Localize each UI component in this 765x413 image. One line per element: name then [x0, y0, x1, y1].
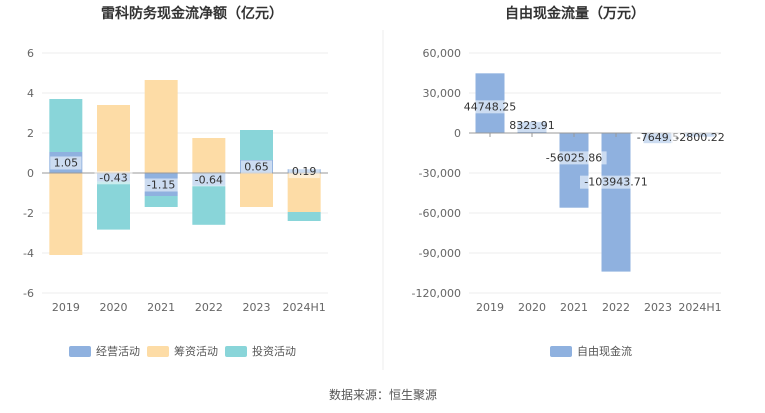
left-y-tick-label: 6 [27, 47, 34, 60]
left-x-tick-label: 2024H1 [283, 301, 326, 314]
left-legend-label: 投资活动 [252, 344, 296, 358]
left-legend-label: 经营活动 [96, 344, 140, 358]
left-bar-2019-- [49, 99, 83, 152]
right-plot: 60,000 30,000 0 -30,000 -60,000 -90,000 -120,0… [412, 47, 730, 314]
left-bar-2021-- [144, 80, 178, 173]
left-chart-title: 雷科防务现金流净额（亿元） [101, 5, 283, 22]
right-y-tick-label: 60,000 [423, 47, 462, 60]
left-data-label-2023: 0.65 [244, 161, 269, 174]
right-x-tick-label: 2021 [560, 301, 588, 314]
right-legend-label: 自由现金流 [577, 344, 632, 358]
left-bar-2019-- [49, 173, 83, 255]
left-bar-2022-- [192, 138, 226, 173]
left-data-label-2022: -0.64 [195, 173, 223, 186]
right-y-tick-label: -120,000 [412, 287, 461, 300]
left-x-tick-label: 2019 [52, 301, 80, 314]
right-legend: 自由现金流 [550, 344, 632, 358]
right-data-label-bg [541, 151, 607, 165]
right-x-tick-label: 2020 [518, 301, 546, 314]
right-data-label-bg [460, 100, 520, 114]
left-x-tick-label: 2020 [100, 301, 128, 314]
left-bar-2023-- [240, 130, 273, 160]
left-legend-swatch-- [147, 346, 169, 357]
left-x-tick-label: 2022 [195, 301, 223, 314]
right-y-tick-label: -30,000 [419, 167, 461, 180]
left-bar-2020-- [97, 105, 130, 173]
left-bar-2024h1-- [287, 173, 321, 212]
left-bar-2020-- [97, 181, 130, 230]
right-legend-swatch-- [550, 346, 572, 357]
right-data-label-2020: 8323.91 [509, 119, 555, 132]
right-data-label-bg [670, 131, 730, 144]
right-bar-2021 [559, 133, 589, 208]
left-y-tick-label: -4 [23, 247, 34, 260]
right-x-tick-label: 2019 [476, 301, 504, 314]
left-data-label-bg [50, 156, 82, 170]
left-legend-swatch-- [69, 346, 91, 357]
right-y-tick-label: -90,000 [419, 247, 461, 260]
right-data-label-2022: -103943.71 [584, 176, 647, 189]
left-data-label-2019: 1.05 [54, 157, 79, 170]
left-data-label-2021: -1.15 [147, 179, 175, 192]
right-x-tick-label: 2022 [602, 301, 630, 314]
left-x-tick-label: 2023 [243, 301, 271, 314]
left-y-tick-label: 4 [27, 87, 34, 100]
left-bar-2024h1-- [287, 212, 321, 221]
left-data-label-bg [142, 178, 181, 192]
left-x-tick-label: 2021 [147, 301, 175, 314]
right-data-label-bg [506, 119, 558, 132]
left-legend-label: 筹资活动 [174, 344, 218, 358]
left-data-label-bg [189, 173, 228, 187]
left-legend-swatch-- [225, 346, 247, 357]
right-data-label-bg [580, 175, 652, 189]
left-plot: 6 4 2 0 -2 -4 -6 2019 2020 2021 2022 2023 2024H1 1.05… [23, 47, 328, 314]
right-y-tick-label: 30,000 [423, 87, 462, 100]
right-data-label-2021: -56025.86 [546, 151, 602, 164]
left-bar-2023-- [240, 173, 273, 207]
left-data-label-bg [288, 165, 320, 179]
left-y-tick-label: 0 [27, 167, 34, 180]
right-chart-title: 自由现金流量（万元） [505, 5, 645, 22]
left-bar-2021-- [144, 196, 178, 207]
left-y-tick-label: -2 [23, 207, 34, 220]
right-y-tick-label: 0 [454, 127, 461, 140]
left-data-label-2024h1: 0.19 [292, 165, 317, 178]
data-source: 数据来源：恒生聚源 [329, 387, 437, 402]
right-data-label-2024h1: -2800.22 [675, 131, 724, 144]
left-bar-2022-- [192, 185, 226, 225]
right-x-tick-label: 2024H1 [678, 301, 721, 314]
left-data-label-bg [240, 160, 273, 174]
left-y-tick-label: 2 [27, 127, 34, 140]
right-data-label-2023: -7649.5 [637, 131, 679, 144]
left-legend: 经营活动 筹资活动 投资活动 [69, 344, 296, 358]
right-y-tick-label: -60,000 [419, 207, 461, 220]
left-data-label-2020: -0.43 [99, 171, 127, 184]
right-x-tick-label: 2023 [644, 301, 672, 314]
right-data-label-2019: 44748.25 [464, 100, 517, 113]
left-y-tick-label: -6 [23, 287, 34, 300]
left-data-label-bg [94, 171, 133, 185]
